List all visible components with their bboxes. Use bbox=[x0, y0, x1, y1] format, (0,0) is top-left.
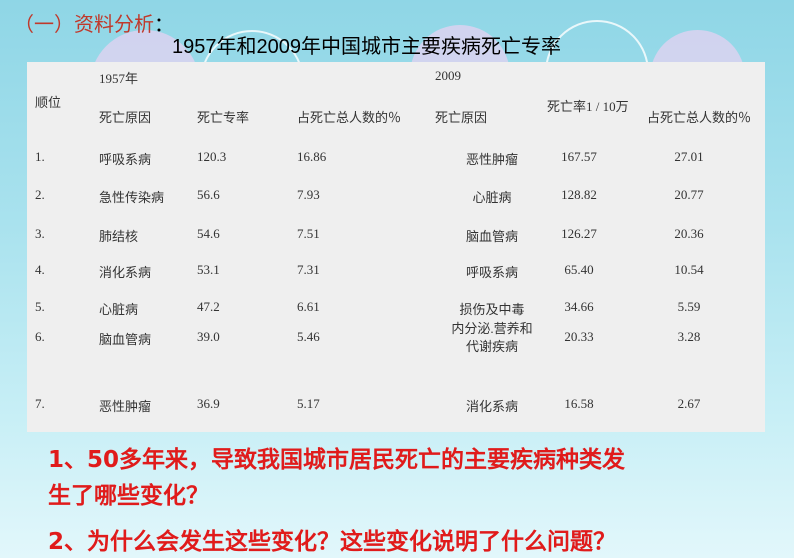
cell-cause1957: 脑血管病 bbox=[99, 332, 152, 347]
cell-pct2009: 20.36 bbox=[674, 226, 704, 241]
cell-pct2009: 20.77 bbox=[674, 187, 704, 202]
cell-pct2009: 10.54 bbox=[674, 262, 704, 277]
year-1957-header: 1957年 bbox=[99, 71, 139, 86]
cell-rate1957: 120.3 bbox=[197, 149, 227, 164]
cell-cause1957: 急性传染病 bbox=[99, 190, 165, 205]
col-header: 死亡原因 bbox=[435, 110, 488, 125]
cell-rate2009: 128.82 bbox=[561, 187, 597, 202]
cell-rank: 3. bbox=[35, 226, 45, 241]
cell-rate2009: 167.57 bbox=[561, 149, 597, 164]
col-header: 占死亡总人数的％ bbox=[297, 110, 402, 125]
cell-cause2009: 内分泌.营养和代谢疾病 bbox=[451, 321, 533, 354]
cell-cause2009: 损伤及中毒 bbox=[459, 302, 525, 317]
cell-cause2009: 呼吸系病 bbox=[465, 265, 519, 280]
cell-pct1957: 6.61 bbox=[297, 299, 320, 314]
cell-rate1957: 53.1 bbox=[197, 262, 220, 277]
cell-pct1957: 7.51 bbox=[297, 226, 320, 241]
cell-rate1957: 36.9 bbox=[197, 396, 220, 411]
cell-pct2009: 2.67 bbox=[677, 396, 701, 411]
cell-cause1957: 呼吸系病 bbox=[99, 152, 152, 167]
cell-rank: 4. bbox=[35, 262, 45, 277]
cell-rate1957: 39.0 bbox=[197, 329, 220, 344]
cell-pct2009: 27.01 bbox=[674, 149, 704, 164]
cell-rank: 6. bbox=[35, 329, 45, 344]
cell-rank: 5. bbox=[35, 299, 45, 314]
cell-cause2009: 消化系病 bbox=[465, 399, 519, 414]
cell-pct1957: 7.31 bbox=[297, 262, 320, 277]
cell-cause1957: 肺结核 bbox=[99, 229, 139, 244]
cell-cause1957: 消化系病 bbox=[99, 265, 152, 280]
cell-pct2009: 3.28 bbox=[677, 329, 701, 344]
cell-rate2009: 34.66 bbox=[564, 299, 594, 314]
cell-rate2009: 16.58 bbox=[564, 396, 594, 411]
cell-pct1957: 16.86 bbox=[297, 149, 327, 164]
question-1-line-1: 1、50多年来，导致我国城市居民死亡的主要疾病种类发 bbox=[48, 447, 626, 473]
question-1-line-2: 生了哪些变化？ bbox=[48, 483, 209, 509]
year-2009-header: 2009 bbox=[435, 68, 461, 83]
cell-rank: 7. bbox=[35, 396, 45, 411]
cell-cause1957: 恶性肿瘤 bbox=[99, 399, 152, 414]
col-header: 死亡原因 bbox=[99, 110, 152, 125]
rank-header: 顺位 bbox=[35, 95, 62, 110]
cell-rate1957: 54.6 bbox=[197, 226, 220, 241]
section-heading: （一）资料分析： bbox=[14, 12, 174, 36]
cell-cause1957: 心脏病 bbox=[99, 302, 139, 317]
cell-pct1957: 7.93 bbox=[297, 187, 320, 202]
cell-rank: 1. bbox=[35, 149, 45, 164]
col-header: 死亡率1 / 10万 bbox=[547, 99, 629, 114]
cell-rate2009: 65.40 bbox=[564, 262, 594, 277]
cell-rate1957: 56.6 bbox=[197, 187, 220, 202]
table-title: 1957年和2009年中国城市主要疾病死亡专率 bbox=[172, 36, 561, 58]
cell-pct2009: 5.59 bbox=[677, 299, 701, 314]
cell-cause2009: 恶性肿瘤 bbox=[465, 152, 519, 167]
cell-rate1957: 47.2 bbox=[197, 299, 220, 314]
cell-cause2009: 脑血管病 bbox=[465, 229, 519, 244]
col-header: 占死亡总人数的％ bbox=[647, 110, 752, 125]
cell-cause2009: 心脏病 bbox=[472, 190, 512, 205]
question-2: 2、为什么会发生这些变化？这些变化说明了什么问题？ bbox=[48, 529, 617, 555]
cell-pct1957: 5.17 bbox=[297, 396, 320, 411]
cell-rate2009: 126.27 bbox=[561, 226, 597, 241]
mortality-table: 顺位 1957年 2009 死亡原因 死亡专率 占死亡总人数的％ 死亡原因 死亡… bbox=[27, 62, 765, 432]
cell-pct1957: 5.46 bbox=[297, 329, 320, 344]
col-header: 死亡专率 bbox=[197, 110, 250, 125]
cell-rate2009: 20.33 bbox=[564, 329, 594, 344]
cell-rank: 2. bbox=[35, 187, 45, 202]
